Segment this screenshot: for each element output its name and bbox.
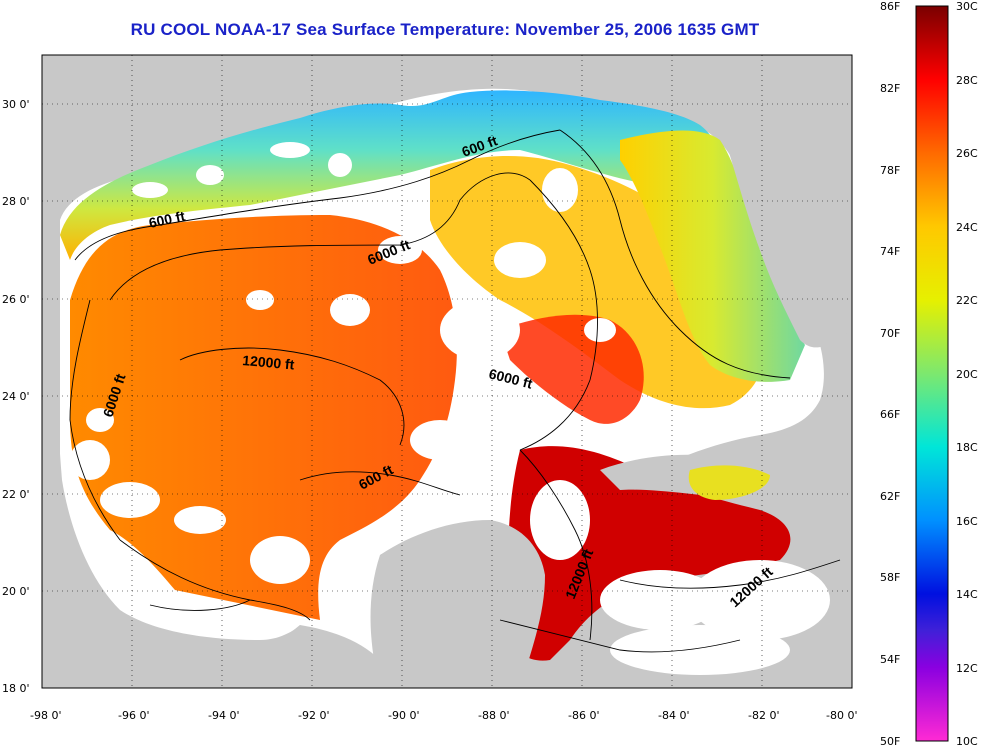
fahrenheit-label: 54F — [880, 653, 900, 666]
fahrenheit-label: 70F — [880, 327, 900, 340]
yucatan-land — [370, 520, 545, 688]
celsius-label: 10C — [956, 735, 978, 748]
colorbar-fahrenheit-labels: 86F 82F 78F 74F 70F 66F 62F 58F 54F 50F — [880, 0, 900, 748]
contour-label: 12000 ft — [242, 352, 296, 373]
lon-tick-label: -96 0' — [118, 709, 150, 722]
lon-tick-label: -92 0' — [298, 709, 330, 722]
lon-tick-label: -86 0' — [568, 709, 600, 722]
colorbar-gradient — [915, 5, 949, 742]
cloud-patches — [70, 142, 830, 675]
fahrenheit-label: 58F — [880, 571, 900, 584]
lat-tick-label: 18 0' — [2, 682, 30, 695]
contour-label: 600 ft — [147, 208, 186, 231]
fahrenheit-label: 50F — [880, 735, 900, 748]
central-gulf-sst — [430, 155, 764, 409]
fahrenheit-label: 62F — [880, 490, 900, 503]
lon-tick-label: -94 0' — [208, 709, 240, 722]
lon-axis: -98 0' -96 0' -94 0' -92 0' -90 0' -88 0… — [30, 709, 858, 722]
lon-tick-label: -82 0' — [748, 709, 780, 722]
celsius-label: 18C — [956, 441, 978, 454]
us-gulf-coast-land — [42, 55, 720, 230]
celsius-label: 30C — [956, 0, 978, 13]
celsius-label: 20C — [956, 368, 978, 381]
lat-lon-grid — [42, 55, 852, 688]
celsius-label: 14C — [956, 588, 978, 601]
northern-shelf-sst — [60, 90, 727, 260]
loop-current-sst — [500, 314, 644, 424]
lon-tick-label: -88 0' — [478, 709, 510, 722]
celsius-label: 16C — [956, 515, 978, 528]
bathymetry-contours — [69, 129, 841, 653]
celsius-label: 12C — [956, 662, 978, 675]
florida-land — [720, 55, 852, 348]
lon-tick-label: -98 0' — [30, 709, 62, 722]
colorbar-celsius-labels: 30C 28C 26C 24C 22C 20C 18C 16C 14C 12C … — [956, 0, 978, 748]
lat-tick-label: 20 0' — [2, 585, 30, 598]
fahrenheit-label: 82F — [880, 82, 900, 95]
map-panel: 600 ft 600 ft 6000 ft 12000 ft 6000 ft 6… — [42, 55, 852, 688]
fahrenheit-label: 66F — [880, 408, 900, 421]
fahrenheit-label: 74F — [880, 245, 900, 258]
lon-tick-label: -80 0' — [826, 709, 858, 722]
celsius-label: 24C — [956, 221, 978, 234]
lat-tick-label: 22 0' — [2, 488, 30, 501]
lat-tick-label: 28 0' — [2, 195, 30, 208]
eastern-shelf-sst — [620, 130, 805, 382]
lat-tick-label: 26 0' — [2, 293, 30, 306]
celsius-label: 26C — [956, 147, 978, 160]
fahrenheit-label: 86F — [880, 0, 900, 13]
fahrenheit-label: 78F — [880, 164, 900, 177]
lat-axis: 18 0' 20 0' 22 0' 24 0' 26 0' 28 0' 30 0… — [2, 98, 30, 695]
lat-tick-label: 24 0' — [2, 390, 30, 403]
lat-tick-label: 30 0' — [2, 98, 30, 111]
celsius-label: 28C — [956, 74, 978, 87]
map-title: RU COOL NOAA-17 Sea Surface Temperature:… — [130, 20, 760, 39]
mexico-west-land — [42, 230, 300, 688]
lon-tick-label: -84 0' — [658, 709, 690, 722]
celsius-label: 22C — [956, 294, 978, 307]
lon-tick-label: -90 0' — [388, 709, 420, 722]
map-frame — [41, 54, 853, 689]
cuba-shelf-yellow — [688, 465, 770, 500]
temperature-colorbar: 86F 82F 78F 74F 70F 66F 62F 58F 54F 50F … — [880, 0, 978, 748]
